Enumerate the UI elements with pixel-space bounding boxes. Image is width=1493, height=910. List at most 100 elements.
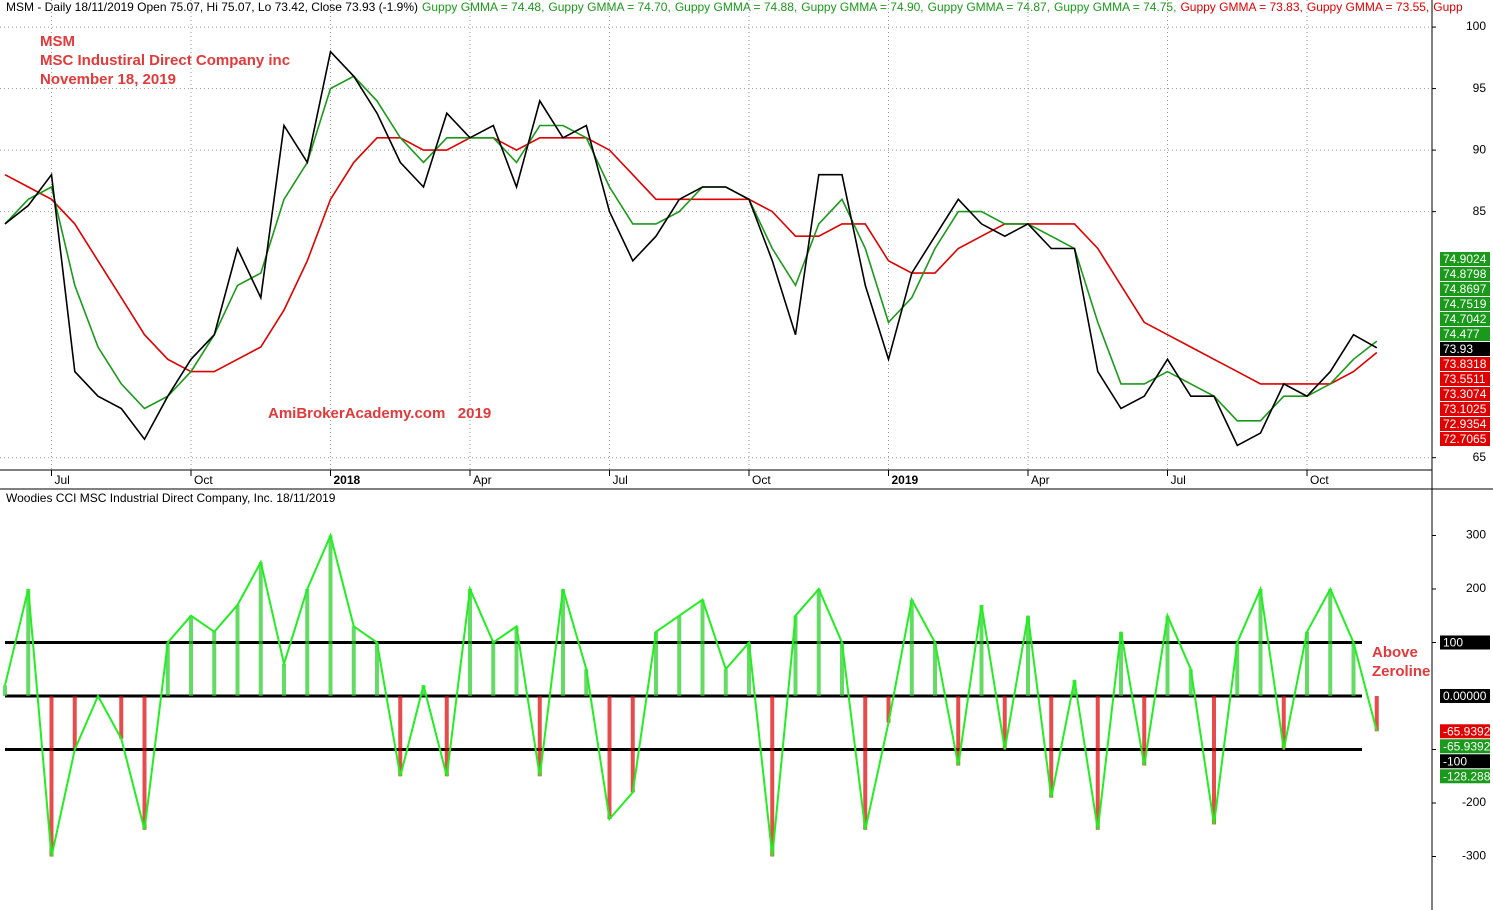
- cci-bar: [26, 588, 31, 696]
- cci-bar: [1119, 631, 1123, 696]
- y-tick-label: 95: [1473, 81, 1487, 95]
- x-tick-label: Jul: [613, 473, 628, 487]
- cci-bar: [816, 588, 821, 696]
- value-tag-label: 74.477: [1443, 327, 1480, 341]
- annotation: MSC Industiral Direct Company inc: [40, 52, 290, 69]
- series-line: [4, 50, 1378, 447]
- cci-bar: [165, 642, 170, 696]
- cci-bar: [1212, 695, 1216, 825]
- cci-bar: [654, 631, 658, 696]
- cci-bar: [561, 588, 565, 696]
- value-tag: [1440, 312, 1490, 326]
- header-item: Guppy GMMA = 74.87,: [928, 0, 1050, 14]
- cci-bar: [863, 695, 868, 830]
- cci-bar: [119, 695, 124, 739]
- header-item: Guppy GMMA = 74.70,: [548, 0, 670, 14]
- value-tag: [1440, 769, 1490, 784]
- header-item: Guppy GMMA = 74.88,: [675, 0, 797, 14]
- value-tag: [1440, 267, 1490, 281]
- y-tick-label: 200: [1466, 581, 1486, 595]
- value-tag: [1440, 342, 1490, 356]
- cci-bar: [142, 695, 147, 830]
- value-tag: [1440, 688, 1490, 703]
- value-tag: [1440, 417, 1490, 431]
- value-tag: [1440, 754, 1490, 769]
- value-tag-label: -65.9392: [1443, 724, 1491, 738]
- value-tag: [1440, 297, 1490, 311]
- cci-bar: [1235, 642, 1240, 696]
- cci-bar: [189, 615, 193, 696]
- y-tick-label: -300: [1462, 849, 1486, 863]
- value-tag-label: 0.00000: [1443, 689, 1487, 703]
- cci-bar: [747, 642, 751, 696]
- cci-bar: [1305, 631, 1309, 696]
- y-tick-label: 90: [1473, 142, 1487, 156]
- value-tag-label: -128.288: [1443, 769, 1491, 783]
- cci-bar: [1188, 669, 1193, 696]
- cci-bar: [584, 669, 589, 696]
- x-tick-label: Oct: [1310, 473, 1329, 487]
- y-tick-label: -200: [1462, 795, 1486, 809]
- cci-bar: [700, 599, 705, 696]
- value-tag: [1440, 402, 1490, 416]
- x-tick-label: 2019: [892, 473, 919, 487]
- cci-bar: [328, 535, 333, 696]
- cci-bar: [1258, 588, 1263, 696]
- header-item: Gupp: [1433, 0, 1463, 14]
- value-tag-label: 74.7042: [1443, 312, 1487, 326]
- cci-bar: [235, 605, 240, 696]
- x-tick-label: Apr: [473, 473, 492, 487]
- value-tag: [1440, 327, 1490, 341]
- price-header: MSM - Daily 18/11/2019 Open 75.07, Hi 75…: [6, 0, 1463, 14]
- cci-bar: [351, 626, 356, 696]
- y-tick-label: 65: [1473, 450, 1487, 464]
- header-item: Guppy GMMA = 73.83,: [1180, 0, 1302, 14]
- cci-bar: [886, 695, 891, 723]
- cci-bar: [909, 599, 914, 696]
- series-line: [4, 75, 1378, 422]
- x-tick-label: 2018: [334, 473, 361, 487]
- header-item: Guppy GMMA = 73.55,: [1307, 0, 1429, 14]
- value-tag-label: -65.9392: [1443, 739, 1491, 753]
- value-tag: [1440, 282, 1490, 296]
- value-tag: [1440, 635, 1490, 650]
- value-tag: [1440, 252, 1490, 266]
- cci-bar: [933, 642, 937, 696]
- cci-bar: [1165, 615, 1170, 696]
- x-tick-label: Oct: [194, 473, 213, 487]
- cci-bar: [1351, 642, 1356, 696]
- x-tick-label: Oct: [752, 473, 771, 487]
- y-tick-label: 85: [1473, 204, 1487, 218]
- header-item: Guppy GMMA = 74.90,: [801, 0, 923, 14]
- cci-bar: [305, 588, 310, 696]
- cci-bar: [491, 642, 496, 696]
- header-item: Guppy GMMA = 74.75,: [1054, 0, 1176, 14]
- cci-bar: [1002, 695, 1007, 750]
- cci-bar: [630, 695, 635, 793]
- cci-bar: [282, 663, 286, 696]
- value-tag-label: 72.7065: [1443, 432, 1487, 446]
- cci-bar: [1328, 588, 1333, 696]
- value-tag-label: 74.9024: [1443, 252, 1487, 266]
- cci-bar: [1281, 695, 1286, 750]
- cci-bar: [444, 695, 449, 777]
- cci-bar: [72, 695, 77, 750]
- x-tick-label: Apr: [1031, 473, 1050, 487]
- cci-bar: [607, 695, 612, 820]
- cci-bar: [979, 605, 984, 696]
- value-tag-label: 72.9354: [1443, 417, 1487, 431]
- value-tag-label: 73.3074: [1443, 387, 1487, 401]
- watermark: AmiBrokerAcademy.com 2019: [268, 405, 491, 422]
- value-tag-label: 74.8697: [1443, 282, 1487, 296]
- value-tag-label: 100: [1443, 636, 1463, 650]
- value-tag: [1440, 724, 1490, 739]
- x-tick-label: Jul: [55, 473, 70, 487]
- series-line: [4, 532, 1378, 857]
- cci-bar: [1026, 615, 1030, 696]
- cci-bar: [514, 626, 519, 696]
- cci-bar: [1095, 695, 1100, 830]
- cci-bar: [3, 685, 7, 696]
- cci-bar: [398, 695, 403, 777]
